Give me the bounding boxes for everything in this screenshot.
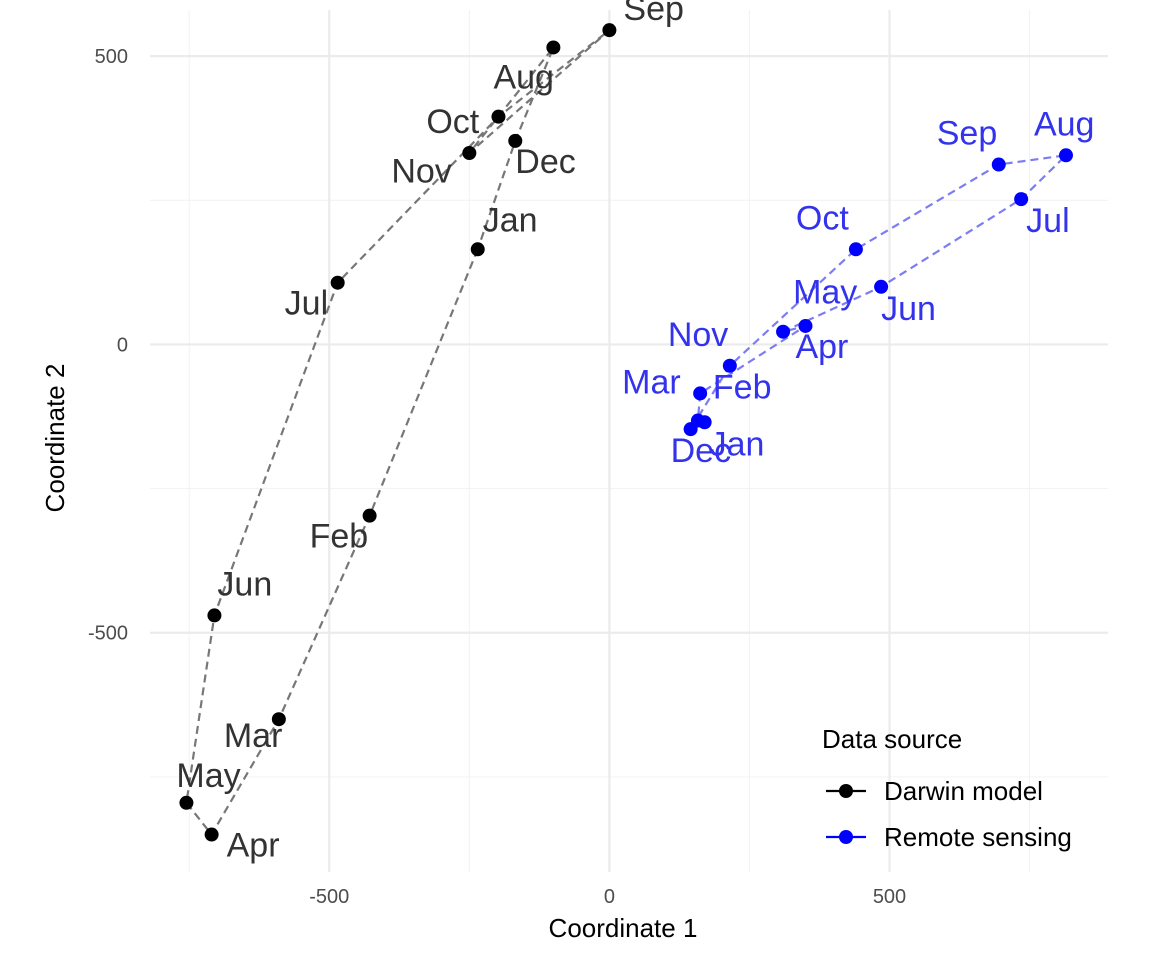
data-point — [1014, 192, 1029, 207]
series-group: Jan Feb Mar Apr May Jun Jul Aug Sep Oct Nov Dec — [622, 105, 1094, 470]
series-group: Jan Feb Mar Apr May Jun Jul Aug Sep Oct Nov Dec — [176, 0, 683, 865]
data-point — [722, 358, 737, 373]
data-point — [1058, 148, 1073, 163]
point-label: Jul — [285, 285, 328, 323]
legend-label: Remote sensing — [884, 822, 1072, 852]
point-label: Jun — [217, 565, 272, 603]
point-label: May — [176, 757, 240, 795]
point-label: May — [793, 274, 857, 312]
data-point — [848, 242, 863, 257]
point-label: Sep — [623, 0, 684, 28]
legend-key-point — [839, 784, 853, 798]
point-label: Dec — [671, 432, 731, 470]
data-point — [798, 318, 813, 333]
data-point — [683, 422, 698, 437]
point-label: Aug — [493, 59, 553, 97]
legend-key-point — [839, 830, 853, 844]
point-label: Nov — [391, 152, 451, 190]
point-label: Mar — [622, 363, 681, 401]
data-point — [470, 242, 485, 257]
x-tick-label: 500 — [873, 886, 906, 908]
y-tick-label: -500 — [88, 623, 128, 645]
y-axis-title: Coordinate 2 — [40, 364, 70, 513]
point-label: Aug — [1034, 105, 1095, 143]
tick-labels: -500 0 500 -500 0 500 — [88, 46, 906, 908]
data-point — [491, 109, 506, 124]
y-tick-label: 500 — [95, 46, 128, 68]
legend-title: Data source — [822, 724, 962, 754]
y-tick-label: 0 — [117, 334, 128, 356]
data-point — [271, 712, 286, 727]
x-tick-label: 0 — [604, 886, 615, 908]
data-point — [462, 145, 477, 160]
data-point — [330, 275, 345, 290]
x-tick-label: -500 — [309, 886, 349, 908]
point-label: Feb — [713, 369, 772, 407]
point-label: Apr — [227, 827, 280, 865]
point-label: Dec — [515, 143, 575, 181]
point-label: Oct — [426, 103, 479, 141]
legend: Data source Darwin model Remote sensing — [822, 724, 1072, 852]
data-point — [776, 324, 791, 339]
point-label: Mar — [224, 717, 283, 755]
legend-items: Darwin model Remote sensing — [826, 776, 1072, 852]
x-axis-title: Coordinate 1 — [549, 913, 698, 943]
point-label: Feb — [310, 518, 369, 556]
grid — [150, 10, 1108, 872]
data-point — [602, 23, 617, 38]
data-point — [546, 40, 561, 55]
data-point — [508, 133, 523, 148]
data-point — [204, 827, 219, 842]
data-point — [991, 157, 1006, 172]
point-label: Nov — [668, 316, 728, 354]
data-point — [179, 795, 194, 810]
legend-label: Darwin model — [884, 776, 1043, 806]
data-point — [207, 608, 222, 623]
point-label: Jan — [483, 201, 538, 239]
data-point — [874, 279, 889, 294]
point-label: Sep — [937, 115, 998, 153]
data-point — [362, 508, 377, 523]
point-label: Jan — [710, 425, 765, 463]
point-label: Oct — [796, 199, 849, 237]
point-label: Jun — [881, 290, 936, 328]
data-point — [693, 386, 708, 401]
point-label: Jul — [1026, 202, 1069, 240]
point-label: Apr — [795, 328, 848, 366]
